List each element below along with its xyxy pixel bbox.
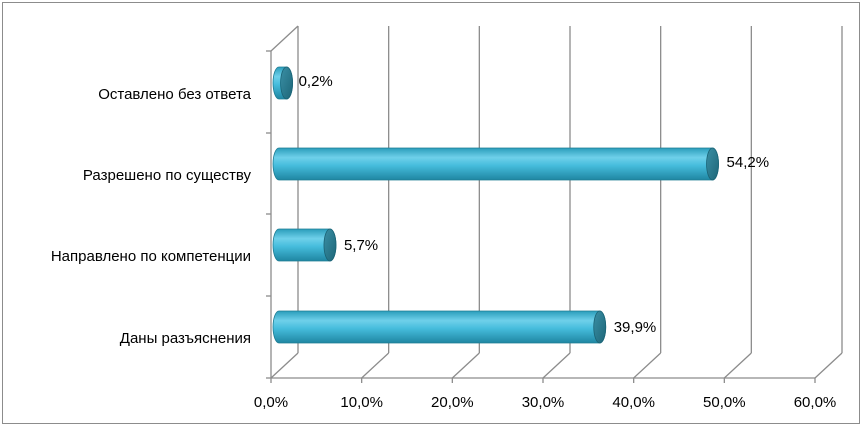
data-label-1: 54,2% <box>727 154 770 171</box>
x-tick-label-2: 20,0% <box>431 394 474 411</box>
data-label-3: 39,9% <box>614 319 657 336</box>
floor-diagonal-2 <box>451 352 480 379</box>
x-tick-label-3: 30,0% <box>522 394 565 411</box>
bar-3 <box>272 310 607 344</box>
bar-cap-0 <box>280 66 293 100</box>
bar-cap-2 <box>323 228 337 262</box>
floor-diagonal-5 <box>723 352 752 379</box>
x-tick-label-0: 0,0% <box>254 394 288 411</box>
x-tick-label-1: 10,0% <box>340 394 383 411</box>
floor-diagonal-4 <box>633 352 662 379</box>
floor-diagonal-1 <box>361 352 390 379</box>
floor-diagonal-6 <box>814 352 843 379</box>
data-label-2: 5,7% <box>344 237 378 254</box>
bar-1 <box>272 147 719 181</box>
category-label-3: Даны разъяснения <box>120 330 251 347</box>
chart-frame: 0,0% 10,0% 20,0% 30,0% 40,0% 50,0% 60,0% Оставл… <box>2 2 860 424</box>
bar-cap-1 <box>706 147 719 181</box>
x-tick-label-6: 60,0% <box>794 394 837 411</box>
bar-chart: 0,0% 10,0% 20,0% 30,0% 40,0% 50,0% 60,0% Оставл… <box>51 25 843 411</box>
data-label-0: 0,2% <box>299 73 333 90</box>
x-tick-label-5: 50,0% <box>703 394 746 411</box>
bar-cap-3 <box>593 310 607 344</box>
floor-diagonal-0 <box>270 352 299 379</box>
left-wall-top-edge <box>270 25 299 52</box>
x-tick-label-4: 40,0% <box>612 394 655 411</box>
category-label-2: Направлено по компетенции <box>51 248 251 265</box>
category-label-0: Оставлено без ответа <box>98 86 251 103</box>
category-label-1: Разрешено по существу <box>83 167 252 184</box>
floor-diagonal-3 <box>542 352 571 379</box>
